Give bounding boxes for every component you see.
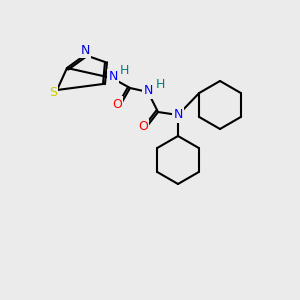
Text: S: S: [49, 85, 57, 98]
Text: O: O: [112, 98, 122, 110]
Text: H: H: [155, 77, 165, 91]
Text: N: N: [108, 70, 118, 83]
Text: H: H: [119, 64, 129, 76]
Text: O: O: [138, 121, 148, 134]
Text: N: N: [143, 85, 153, 98]
Text: N: N: [80, 44, 90, 56]
Text: N: N: [173, 109, 183, 122]
